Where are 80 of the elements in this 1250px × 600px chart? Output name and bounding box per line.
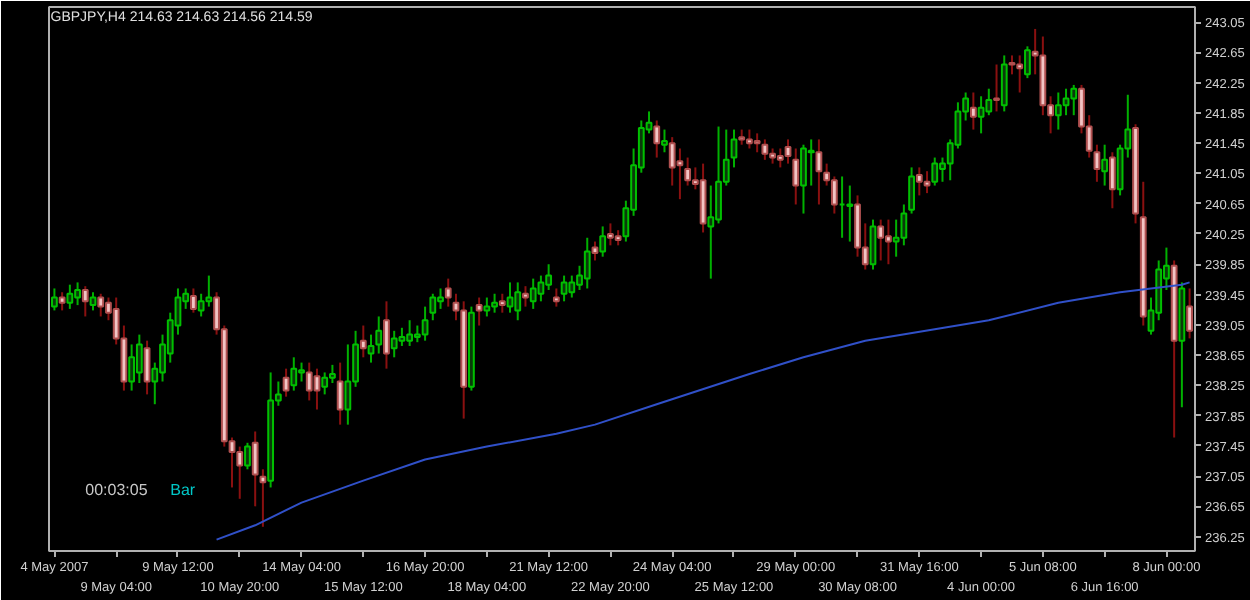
candlestick [792, 147, 800, 206]
candlestick [1008, 54, 1016, 76]
line-series [215, 281, 1191, 541]
candlestick [128, 343, 136, 392]
candlestick [923, 170, 931, 195]
candlestick [915, 166, 923, 197]
candlestick [969, 91, 977, 131]
candlestick [51, 287, 58, 312]
candlestick [707, 184, 715, 280]
candlestick [336, 361, 344, 426]
candlestick [305, 361, 313, 402]
candlestick [753, 132, 761, 154]
candlestick [58, 291, 66, 312]
candlestick [522, 285, 529, 308]
candlestick [475, 296, 483, 327]
candlestick [97, 292, 105, 318]
candlestick [205, 274, 213, 308]
candlestick [143, 339, 151, 396]
candlestick [190, 287, 197, 314]
candlestick [1108, 151, 1116, 210]
candlestick [1054, 91, 1062, 131]
candlestick [483, 296, 491, 318]
candlestick [993, 63, 1000, 113]
candlestick [746, 128, 753, 150]
candlestick [359, 324, 367, 359]
candlestick [282, 367, 290, 398]
candlestick [1101, 143, 1109, 187]
candlestick [869, 218, 877, 271]
annotation: Bar [170, 481, 196, 500]
candlestick [807, 138, 815, 187]
candlestick [877, 218, 885, 262]
candlestick [885, 218, 892, 266]
candlestick [977, 95, 985, 135]
candlestick [653, 119, 661, 159]
candlestick [537, 274, 545, 303]
candlestick [583, 236, 591, 290]
candlestick [375, 315, 383, 355]
candlestick [390, 329, 398, 359]
candlestick [1186, 287, 1193, 340]
candlestick [313, 367, 321, 411]
candlestick [491, 292, 498, 314]
candlestick [560, 274, 568, 303]
candlestick [931, 156, 939, 187]
candlestick [815, 138, 823, 206]
candlestick [599, 225, 607, 258]
candlestick [367, 333, 375, 364]
candlestick [244, 441, 251, 471]
candlestick [383, 300, 390, 370]
candlestick [398, 326, 406, 347]
candlestick [344, 343, 352, 426]
candlestick [66, 283, 74, 310]
candlestick [406, 319, 414, 347]
candlestick [552, 287, 560, 308]
candlestick [1016, 54, 1024, 94]
candlestick [1070, 83, 1078, 117]
candlestick [776, 147, 784, 169]
candlestick [421, 305, 429, 342]
candlestick [81, 285, 89, 318]
candlestick [236, 445, 244, 500]
annotation: 00:03:05 [85, 481, 149, 500]
candlestick [1024, 45, 1031, 80]
candlestick [568, 274, 576, 299]
candlestick [661, 128, 668, 154]
candlestick [321, 371, 329, 396]
candlestick [761, 138, 769, 161]
candlestick [298, 361, 305, 383]
candlestick [290, 356, 298, 392]
candlestick [135, 333, 143, 385]
candlestick [607, 222, 614, 247]
candlestick [1000, 54, 1008, 113]
candlestick [498, 292, 506, 314]
candlestick [437, 287, 444, 310]
candlestick [591, 240, 599, 262]
candlestick [800, 143, 807, 215]
candlestick [676, 147, 684, 201]
candlestick [514, 281, 522, 322]
candlestick [74, 281, 81, 307]
candlestick [846, 184, 854, 243]
candlestick [506, 281, 514, 314]
candlestick [529, 277, 537, 310]
